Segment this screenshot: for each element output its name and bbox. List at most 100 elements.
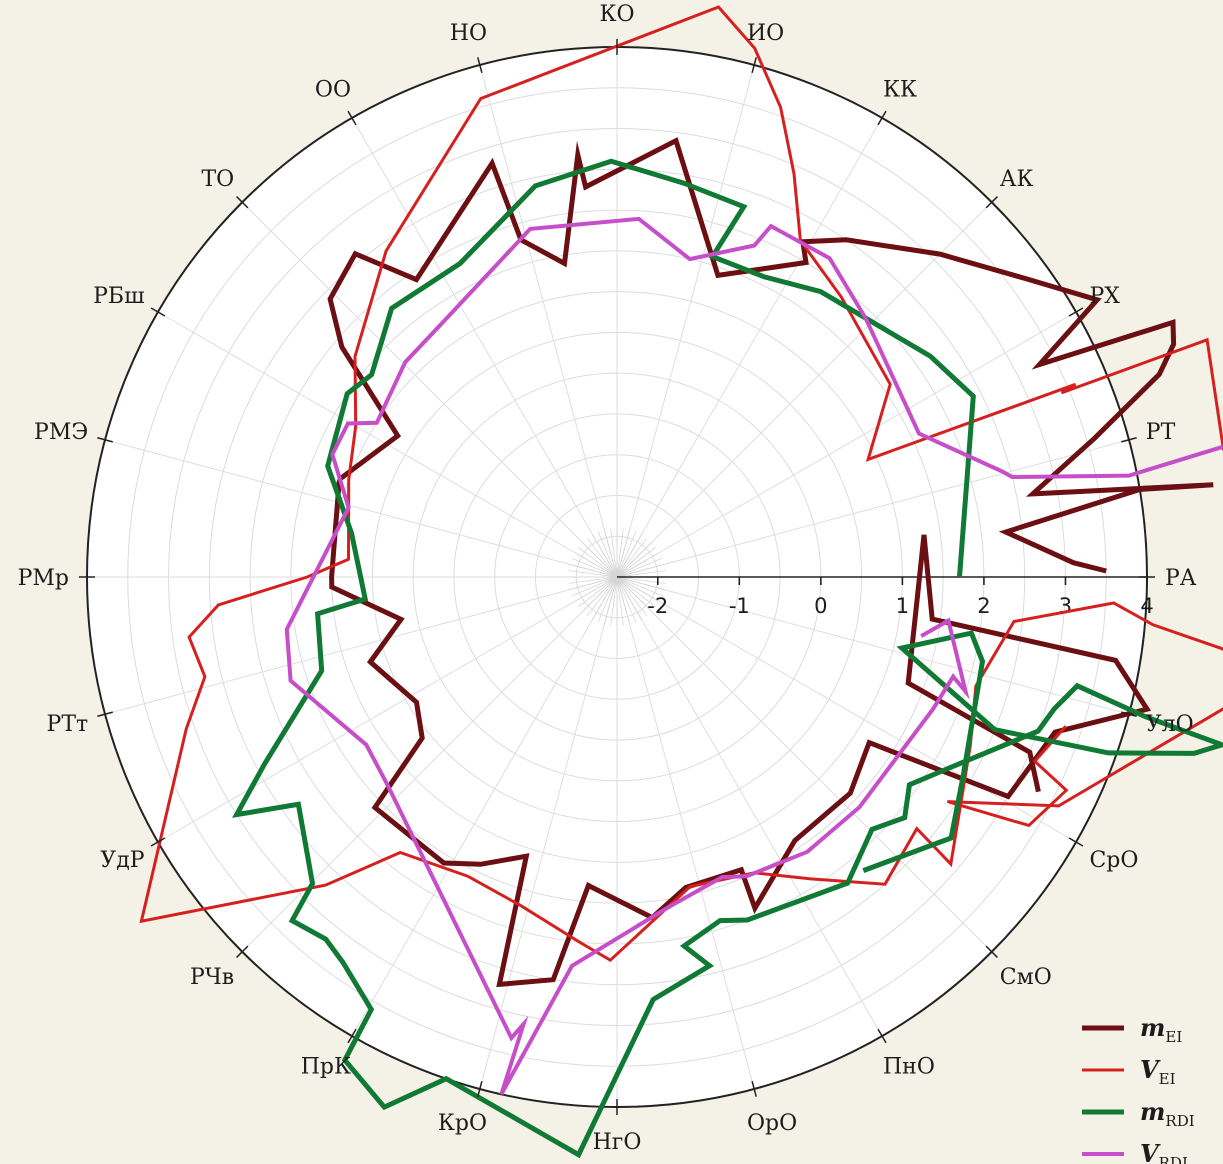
grid-spoke-inner — [616, 576, 663, 597]
category-label: НО — [450, 21, 487, 46]
category-labels: РА РТ РХ АК КК ИО КО НО ОО ТО РБш РМЭ РМр РТт УдР РЧв Пр… — [18, 2, 1197, 1155]
grid-spoke-inner — [582, 542, 618, 578]
category-label: УлО — [1146, 712, 1194, 737]
grid-spoke-inner — [616, 570, 666, 578]
grid-spoke-inner — [616, 534, 642, 578]
category-label: ПнО — [883, 1054, 935, 1079]
category-label: РБш — [93, 284, 144, 309]
category-tick — [985, 196, 998, 209]
grid-spoke-inner — [577, 576, 618, 608]
category-tick — [150, 307, 166, 317]
legend-label: mEI — [1140, 1013, 1182, 1046]
grid-spoke-inner — [616, 537, 648, 578]
category-label: РМр — [18, 566, 69, 591]
grid-spoke-inner — [603, 529, 618, 578]
category-label: КО — [599, 2, 634, 27]
category-label: ИО — [747, 21, 784, 46]
radial-axis: -2 -1 0 1 2 3 4 — [617, 576, 1154, 618]
series-lines — [139, 5, 1223, 1159]
grid-spoke-inner — [603, 576, 618, 625]
category-label: РТт — [47, 712, 89, 737]
grid-spoke — [104, 439, 618, 578]
grid-spoke — [616, 311, 1077, 578]
grid-spoke-inner — [616, 576, 660, 602]
category-tick — [97, 711, 113, 717]
grid-spoke-inner — [586, 576, 618, 617]
category-label: ОО — [315, 78, 351, 103]
grid-spoke-inner — [571, 576, 618, 597]
category-tick — [347, 1028, 357, 1044]
grid-spoke-inner — [592, 576, 618, 620]
category-label: КрО — [438, 1111, 487, 1136]
category-tick — [877, 110, 887, 126]
grid-spoke-inner — [616, 576, 631, 625]
category-tick — [347, 110, 357, 126]
category-tick — [236, 945, 249, 958]
grid-spoke — [616, 576, 1130, 715]
category-label: СмО — [1000, 965, 1052, 990]
category-label: РЧв — [190, 965, 234, 990]
series-line-V-EI — [139, 5, 1223, 963]
grid-spoke-inner — [616, 576, 665, 591]
category-label: ТО — [201, 167, 234, 192]
legend-label: mRDI — [1140, 1097, 1195, 1130]
grid-spoke — [616, 576, 883, 1037]
grid-spoke — [479, 576, 618, 1090]
category-label: РМЭ — [34, 420, 88, 445]
category-tick — [477, 1081, 483, 1097]
category-label: НгО — [593, 1130, 642, 1155]
grid-spoke — [479, 64, 618, 578]
grid-spoke-inner — [577, 546, 618, 578]
grid-spoke-inner — [568, 570, 618, 578]
category-tick — [985, 945, 998, 958]
grid-spoke-inner — [616, 542, 652, 578]
grid-spoke-inner — [571, 557, 618, 578]
grid-spoke-inner — [616, 576, 652, 612]
grid-spoke-inner — [616, 546, 657, 578]
category-label: СрО — [1089, 848, 1138, 873]
category-tick — [97, 437, 113, 443]
grid-spoke-inner — [569, 563, 618, 578]
category-label: РХ — [1089, 284, 1120, 309]
grid-spoke-inner — [616, 576, 657, 608]
grid-spoke — [616, 576, 993, 953]
grid-spoke-inner — [616, 563, 665, 578]
grid-spoke-inner — [592, 534, 618, 578]
legend: mEI VEI mRDI VRDI — [1082, 1013, 1195, 1164]
legend-label: VRDI — [1140, 1139, 1188, 1164]
grid-spoke-inner — [610, 528, 618, 578]
category-tick — [477, 57, 483, 73]
grid-spoke-inner — [586, 537, 618, 578]
category-tick — [236, 196, 249, 209]
grid-spoke-inner — [616, 557, 663, 578]
grid-spoke — [616, 576, 755, 1090]
radial-tick-label: -1 — [729, 594, 750, 618]
category-tick — [150, 837, 166, 847]
category-label: РА — [1165, 566, 1197, 591]
category-label: ПрК — [301, 1054, 351, 1079]
grid-spoke-inner — [616, 528, 624, 578]
grid-spoke-inner — [616, 531, 637, 578]
grid-spoke-inner — [574, 576, 618, 602]
grid-spoke — [104, 576, 618, 715]
category-label: АК — [1000, 167, 1034, 192]
category-label: РТ — [1146, 420, 1176, 445]
category-label: УдР — [100, 848, 144, 873]
grid-spoke-inner — [597, 531, 618, 578]
grid-spoke — [616, 64, 755, 578]
grid-spoke — [616, 117, 883, 578]
grid-spoke — [616, 439, 1130, 578]
legend-label: VEI — [1140, 1055, 1176, 1088]
category-tick — [877, 1028, 887, 1044]
category-tick — [1068, 307, 1084, 317]
grid-spoke-inner — [597, 576, 618, 623]
grid-spoke — [351, 576, 618, 1037]
radial-tick-label: 0 — [814, 594, 827, 618]
grid-spoke — [616, 201, 993, 578]
grid-spoke — [241, 201, 618, 578]
grid-spoke-inner — [569, 576, 618, 591]
radial-tick-label: -2 — [647, 594, 668, 618]
category-tick — [751, 57, 757, 73]
grid-spoke-inner — [616, 576, 637, 623]
